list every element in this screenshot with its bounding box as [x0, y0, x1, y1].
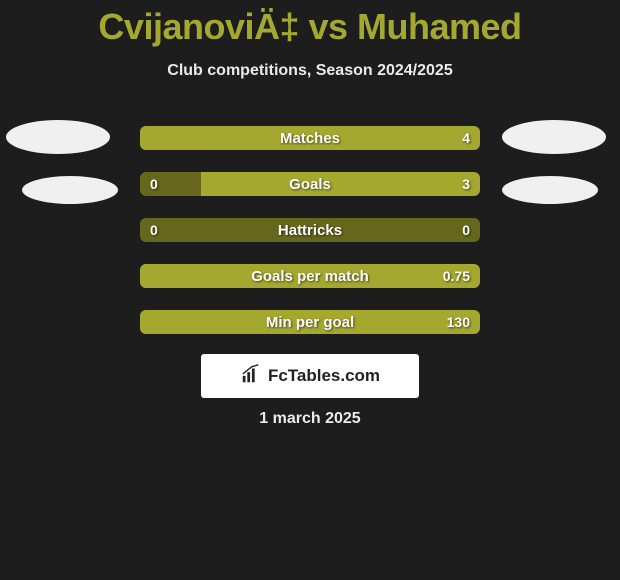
chart-icon	[240, 363, 262, 390]
brand-text: FcTables.com	[268, 366, 380, 386]
stat-bar-hattricks: 0 Hattricks 0	[140, 218, 480, 242]
stat-bar-fill	[140, 264, 480, 288]
player-right-avatar-2	[502, 176, 598, 204]
page-subtitle: Club competitions, Season 2024/2025	[0, 62, 620, 80]
brand-badge[interactable]: FcTables.com	[201, 354, 419, 398]
stat-bar-fill	[201, 172, 480, 196]
stat-val-left: 0	[150, 218, 158, 242]
stat-bar-goals: 0 Goals 3	[140, 172, 480, 196]
player-left-avatar-2	[22, 176, 118, 204]
player-left-avatar	[6, 120, 110, 154]
stat-val-right: 130	[447, 310, 470, 334]
stat-val-left: 0	[150, 172, 158, 196]
page-title: CvijanoviÄ‡ vs Muhamed	[0, 0, 620, 48]
stat-bar-matches: Matches 4	[140, 126, 480, 150]
stat-label: Hattricks	[140, 218, 480, 242]
stat-bars: Matches 4 0 Goals 3 0 Hattricks 0 Goals …	[140, 126, 480, 356]
stat-bar-fill	[140, 126, 480, 150]
player-right-avatar	[502, 120, 606, 154]
stat-bar-goals-per-match: Goals per match 0.75	[140, 264, 480, 288]
stat-bar-fill	[140, 310, 480, 334]
stat-val-right: 4	[462, 126, 470, 150]
stat-bar-min-per-goal: Min per goal 130	[140, 310, 480, 334]
stat-val-right: 0	[462, 218, 470, 242]
date-label: 1 march 2025	[0, 410, 620, 428]
stat-val-right: 0.75	[443, 264, 470, 288]
stat-val-right: 3	[462, 172, 470, 196]
